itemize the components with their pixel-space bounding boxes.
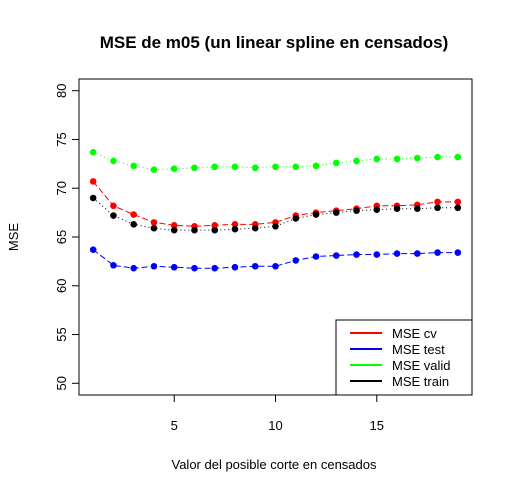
y-tick-label: 50 bbox=[54, 376, 69, 390]
data-point bbox=[373, 155, 381, 163]
x-axis-label: Valor del posible corte en censados bbox=[172, 457, 377, 472]
data-point bbox=[130, 211, 137, 218]
data-point bbox=[211, 264, 219, 272]
data-point bbox=[312, 211, 320, 218]
data-point bbox=[312, 162, 320, 170]
data-point bbox=[130, 221, 137, 228]
data-point bbox=[312, 253, 320, 260]
data-point bbox=[211, 221, 219, 229]
data-point bbox=[110, 202, 117, 210]
data-point bbox=[373, 206, 381, 213]
data-point bbox=[353, 251, 360, 258]
data-point bbox=[150, 224, 158, 232]
data-point bbox=[454, 249, 462, 256]
data-point bbox=[292, 257, 300, 264]
data-point bbox=[170, 165, 178, 173]
data-point bbox=[373, 251, 381, 258]
data-point bbox=[89, 194, 97, 202]
data-point bbox=[130, 264, 137, 272]
data-point bbox=[414, 205, 421, 213]
data-point bbox=[150, 166, 158, 174]
data-point bbox=[89, 246, 97, 253]
data-point bbox=[414, 250, 421, 257]
legend-label: MSE train bbox=[392, 374, 449, 389]
data-point bbox=[211, 226, 219, 234]
data-point bbox=[272, 222, 279, 230]
data-point bbox=[231, 225, 239, 233]
data-point bbox=[332, 209, 340, 216]
data-point bbox=[292, 215, 300, 222]
data-point bbox=[454, 198, 462, 206]
data-point bbox=[110, 157, 117, 165]
data-point bbox=[454, 153, 462, 161]
data-point bbox=[414, 154, 421, 162]
data-point bbox=[353, 157, 360, 165]
data-point bbox=[150, 262, 158, 270]
data-point bbox=[393, 205, 401, 213]
data-point bbox=[89, 178, 97, 185]
data-point bbox=[231, 263, 239, 271]
data-point bbox=[150, 219, 158, 226]
series-mse-test bbox=[89, 246, 462, 272]
data-point bbox=[251, 224, 259, 232]
data-point bbox=[332, 159, 340, 167]
x-axis: 5 10 15 bbox=[171, 395, 384, 433]
data-point bbox=[170, 226, 178, 234]
chart-title: MSE de m05 (un linear spline en censados… bbox=[100, 33, 449, 52]
series-layer bbox=[89, 148, 462, 272]
y-tick-label: 65 bbox=[54, 230, 69, 244]
x-tick-label: 10 bbox=[268, 418, 282, 433]
data-point bbox=[292, 163, 300, 171]
data-point bbox=[454, 204, 462, 212]
y-tick-label: 70 bbox=[54, 181, 69, 195]
data-point bbox=[272, 163, 279, 171]
data-point bbox=[191, 226, 198, 234]
data-point bbox=[89, 148, 97, 156]
y-axis: 50 55 60 65 70 75 80 bbox=[54, 83, 79, 391]
y-tick-label: 55 bbox=[54, 327, 69, 341]
data-point bbox=[434, 198, 441, 206]
series-mse-cv bbox=[89, 178, 462, 230]
data-point bbox=[434, 153, 441, 161]
data-point bbox=[434, 249, 441, 256]
data-point bbox=[211, 163, 219, 171]
data-point bbox=[393, 155, 401, 163]
data-point bbox=[191, 164, 198, 172]
data-point bbox=[170, 263, 178, 271]
x-tick-label: 15 bbox=[370, 418, 384, 433]
data-point bbox=[332, 252, 340, 259]
legend-label: MSE valid bbox=[392, 358, 451, 373]
y-tick-label: 75 bbox=[54, 132, 69, 146]
legend-label: MSE cv bbox=[392, 326, 437, 341]
data-point bbox=[110, 212, 117, 219]
y-axis-label: MSE bbox=[6, 223, 21, 252]
data-point bbox=[231, 163, 239, 171]
y-tick-label: 60 bbox=[54, 279, 69, 293]
data-point bbox=[353, 207, 360, 214]
data-point bbox=[251, 262, 259, 270]
data-point bbox=[393, 250, 401, 257]
data-point bbox=[170, 221, 178, 229]
series-mse-valid bbox=[89, 148, 462, 174]
data-point bbox=[272, 262, 279, 270]
series-mse-train bbox=[89, 194, 462, 234]
data-point bbox=[251, 164, 259, 172]
y-tick-label: 80 bbox=[54, 83, 69, 97]
legend-label: MSE test bbox=[392, 342, 445, 357]
data-point bbox=[231, 221, 239, 228]
x-tick-label: 5 bbox=[171, 418, 178, 433]
data-point bbox=[110, 261, 117, 269]
data-point bbox=[191, 264, 198, 272]
data-point bbox=[130, 162, 137, 170]
data-point bbox=[434, 204, 441, 212]
